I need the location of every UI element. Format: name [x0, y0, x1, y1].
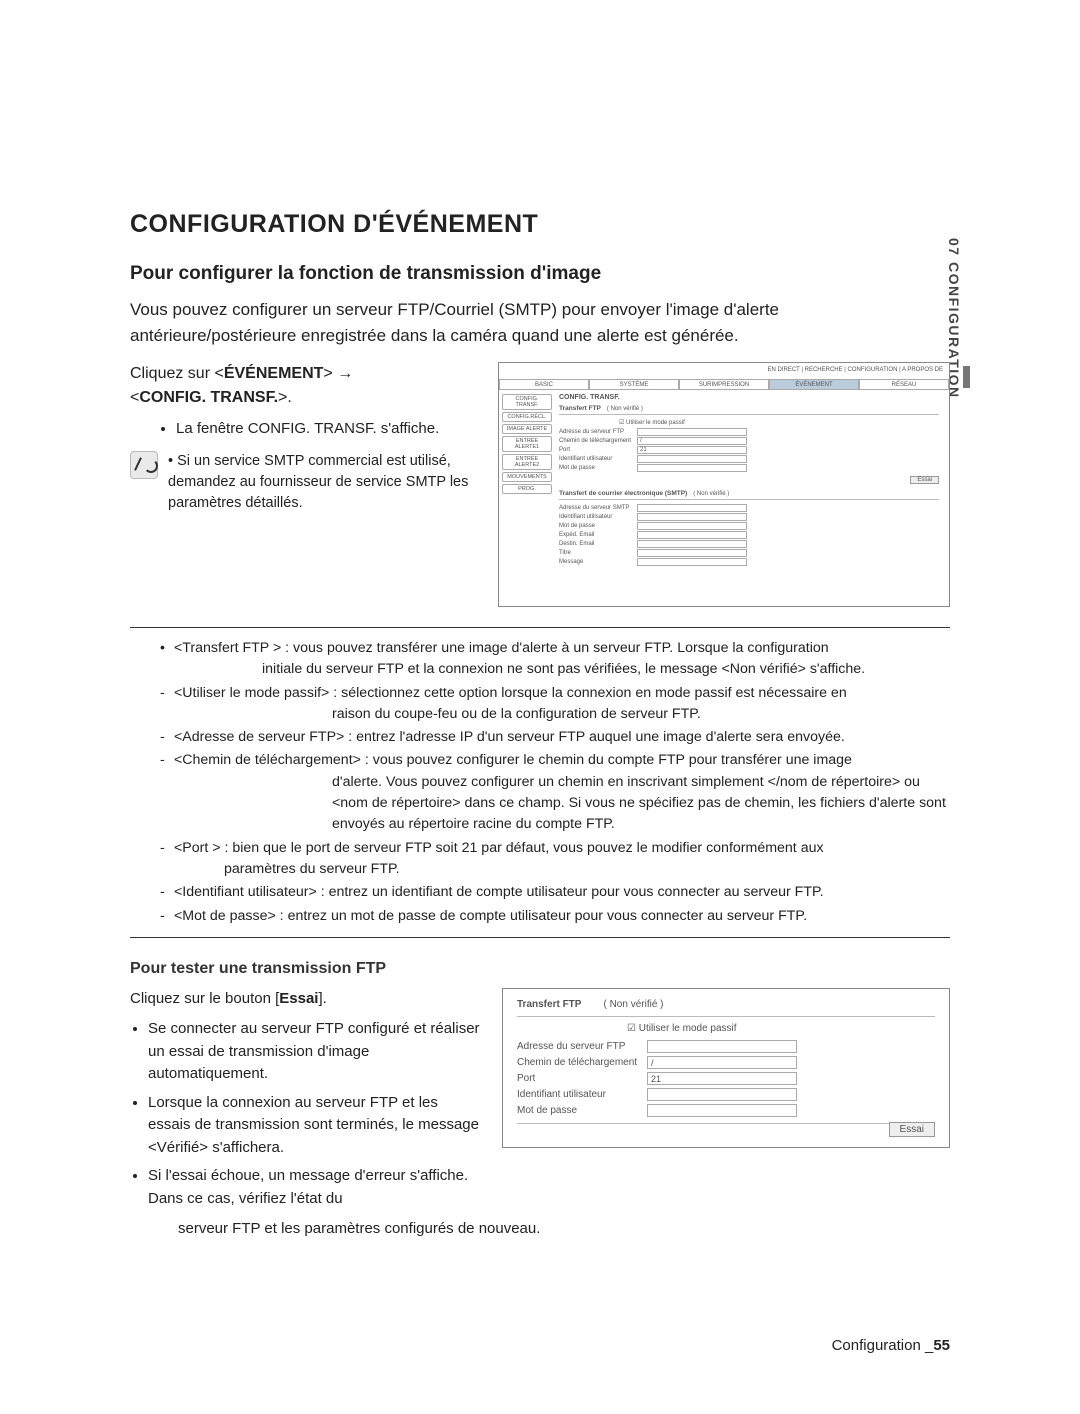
intro-text: Vous pouvez configurer un serveur FTP/Co…	[130, 297, 950, 348]
essai-button[interactable]: Essai	[889, 1122, 935, 1137]
note-icon	[130, 451, 158, 479]
test-bullet-1: Se connecter au serveur FTP configuré et…	[148, 1018, 480, 1086]
side-tick	[963, 366, 970, 388]
explain-block: •<Transfert FTP > : vous pouvez transfér…	[130, 638, 950, 927]
step-line: Cliquez sur <ÉVÉNEMENT> → <CONFIG. TRANS…	[130, 362, 480, 410]
page-heading: CONFIGURATION D'ÉVÉNEMENT	[130, 210, 950, 239]
section-heading: Pour configurer la fonction de transmiss…	[130, 263, 950, 285]
bullet-window: La fenêtre CONFIG. TRANSF. s'affiche.	[176, 420, 480, 437]
test-bullet-2: Lorsque la connexion au serveur FTP et l…	[148, 1092, 480, 1160]
test-bullet-3: Si l'essai échoue, un message d'erreur s…	[148, 1165, 480, 1210]
test-step: Cliquez sur le bouton [Essai].	[130, 988, 480, 1011]
screenshot-config-transf: EN DIRECT | RECHERCHE | CONFIGURATION | …	[498, 362, 950, 607]
test-bullet-3-tail: serveur FTP et les paramètres configurés…	[130, 1218, 950, 1241]
screenshot-ftp-test: Transfert FTP( Non vérifié ) ☑ Utiliser …	[502, 988, 950, 1148]
page-footer: Configuration _55	[832, 1337, 950, 1354]
note-text: • Si un service SMTP commercial est util…	[168, 451, 480, 514]
subsection-heading: Pour tester une transmission FTP	[130, 960, 950, 978]
